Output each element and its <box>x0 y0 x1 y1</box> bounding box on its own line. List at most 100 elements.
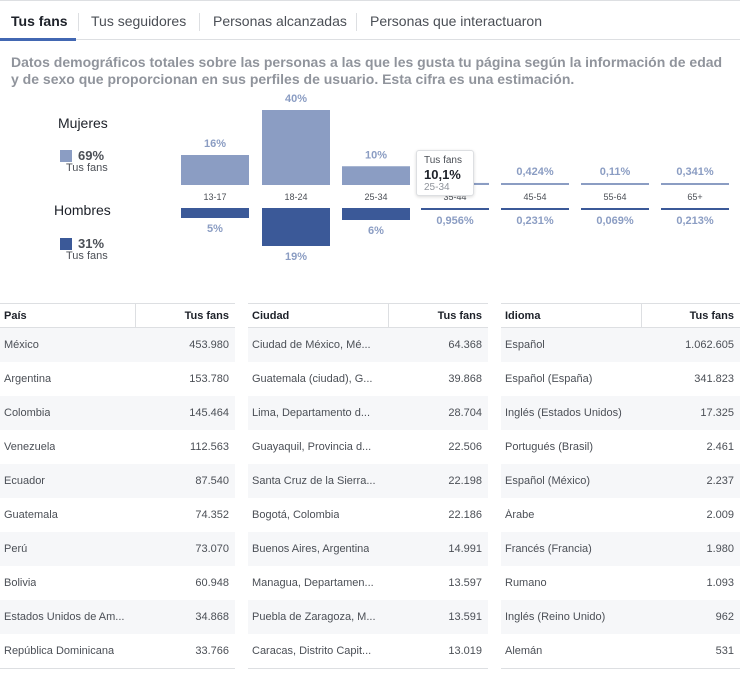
row-value: 1.093 <box>706 577 734 589</box>
tab-divider <box>199 13 200 31</box>
row-value: 28.704 <box>448 407 482 419</box>
legend-women-swatch <box>60 150 72 162</box>
data-label-men: 0,069% <box>596 215 634 227</box>
table-row: Inglés (Reino Unido) 962 <box>501 600 740 634</box>
column-header-value[interactable]: Tus fans <box>437 310 482 322</box>
row-name: Español (México) <box>505 475 590 487</box>
column-header-value[interactable]: Tus fans <box>689 310 734 322</box>
row-value: 13.591 <box>448 611 482 623</box>
table-row: Portugués (Brasil) 2.461 <box>501 430 740 464</box>
tooltip-value: 10,1% <box>424 167 461 182</box>
category-label: 45-54 <box>523 192 546 202</box>
table-row: Santa Cruz de la Sierra... 22.198 <box>248 464 488 498</box>
bar-men <box>262 208 330 246</box>
table-row: Ecuador 87.540 <box>0 464 235 498</box>
row-name: Puebla de Zaragoza, M... <box>252 611 376 623</box>
table-row: Alemán 531 <box>501 634 740 668</box>
row-name: Managua, Departamen... <box>252 577 374 589</box>
table-row: Ciudad de México, Mé... 64.368 <box>248 328 488 362</box>
row-name: Español (España) <box>505 373 593 385</box>
chart-description: Datos demográficos totales sobre las per… <box>11 54 723 87</box>
data-label-women: 0,11% <box>600 166 631 178</box>
table-row: Caracas, Distrito Capit... 13.019 <box>248 634 488 668</box>
row-name: Guatemala <box>4 509 58 521</box>
row-value: 13.019 <box>448 645 482 657</box>
tab-tus-seguidores[interactable]: Tus seguidores <box>91 13 187 29</box>
row-value: 22.198 <box>448 475 482 487</box>
row-value: 962 <box>715 611 734 623</box>
column-divider <box>135 304 136 328</box>
age-gender-chart: 16% 5% 40% 19% 10% 6% 0,956% 0,424% 0,231% 0,11% 0… <box>170 93 740 263</box>
category-label: 18-24 <box>284 192 307 202</box>
row-name: Rumano <box>505 577 547 589</box>
table-row: Colombia 145.464 <box>0 396 235 430</box>
column-divider <box>388 304 389 328</box>
table-header-country: País Tus fans <box>0 303 235 328</box>
row-value: 1.062.605 <box>685 339 734 351</box>
row-value: 145.464 <box>189 407 229 419</box>
column-header-value[interactable]: Tus fans <box>184 310 229 322</box>
table-row: Perú 73.070 <box>0 532 235 566</box>
bar-men <box>421 208 489 210</box>
table-border <box>0 668 235 669</box>
row-name: Lima, Departamento d... <box>252 407 371 419</box>
row-value: 73.070 <box>195 543 229 555</box>
table-row: Inglés (Estados Unidos) 17.325 <box>501 396 740 430</box>
table-row: Español 1.062.605 <box>501 328 740 362</box>
legend-women-title: Mujeres <box>58 115 108 131</box>
row-name: Estados Unidos de Am... <box>4 611 125 623</box>
column-header-name[interactable]: Ciudad <box>252 310 290 322</box>
table-row: Rumano 1.093 <box>501 566 740 600</box>
row-name: Inglés (Estados Unidos) <box>505 407 622 419</box>
row-value: 341.823 <box>694 373 734 385</box>
table-row: Guatemala (ciudad), G... 39.868 <box>248 362 488 396</box>
table-row: Puebla de Zaragoza, M... 13.591 <box>248 600 488 634</box>
tab-tus-fans[interactable]: Tus fans <box>11 13 68 29</box>
table-row: Bolivia 60.948 <box>0 566 235 600</box>
column-divider <box>641 304 642 328</box>
column-header-name[interactable]: Idioma <box>505 310 541 322</box>
bar-women <box>501 183 569 185</box>
table-row: Managua, Departamen... 13.597 <box>248 566 488 600</box>
row-value: 74.352 <box>195 509 229 521</box>
column-header-name[interactable]: País <box>4 310 27 322</box>
row-name: Santa Cruz de la Sierra... <box>252 475 376 487</box>
bar-women <box>581 183 649 185</box>
data-label-men: 6% <box>368 225 384 237</box>
table-row: México 453.980 <box>0 328 235 362</box>
bar-men <box>581 208 649 210</box>
data-label-men: 5% <box>207 223 223 235</box>
tab-personas-alcanzadas[interactable]: Personas alcanzadas <box>213 13 347 29</box>
row-value: 22.506 <box>448 441 482 453</box>
row-name: Bolivia <box>4 577 37 589</box>
row-name: Venezuela <box>4 441 56 453</box>
row-name: Ecuador <box>4 475 45 487</box>
row-name: México <box>4 339 39 351</box>
tooltip-label: Tus fans <box>424 155 462 166</box>
row-value: 531 <box>715 645 734 657</box>
table-border <box>248 668 488 669</box>
table-language: Idioma Tus fans Español 1.062.605 Español (E… <box>501 303 740 669</box>
category-label: 65+ <box>687 192 702 202</box>
data-label-women: 16% <box>204 138 226 150</box>
category-label: 35-44 <box>443 192 466 202</box>
row-name: Portugués (Brasil) <box>505 441 594 453</box>
data-label-men: 19% <box>285 251 307 263</box>
category-label: 55-64 <box>603 192 626 202</box>
row-value: 2.461 <box>706 441 734 453</box>
tab-personas-interactuaron[interactable]: Personas que interactuaron <box>370 13 542 29</box>
data-label-men: 0,956% <box>436 215 474 227</box>
row-value: 34.868 <box>195 611 229 623</box>
tooltip-range: 25-34 <box>424 182 450 193</box>
category-band <box>170 185 740 208</box>
bar-women <box>661 183 729 185</box>
row-name: Ciudad de México, Mé... <box>252 339 371 351</box>
row-name: Francés (Francia) <box>505 543 592 555</box>
row-value: 453.980 <box>189 339 229 351</box>
row-value: 1.980 <box>706 543 734 555</box>
data-label-men: 0,213% <box>676 215 714 227</box>
row-name: Argentina <box>4 373 52 385</box>
row-value: 39.868 <box>448 373 482 385</box>
row-name: Colombia <box>4 407 51 419</box>
table-country: País Tus fans México 453.980 Argentina 153.78… <box>0 303 235 669</box>
